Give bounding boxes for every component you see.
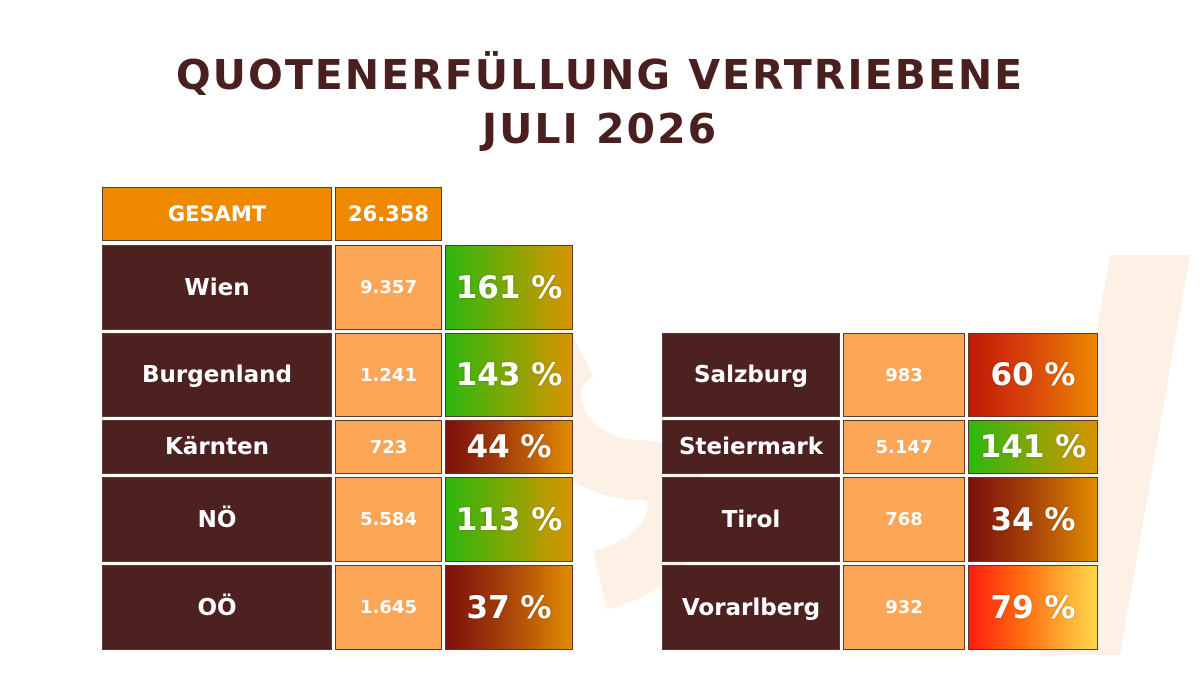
region-label-ooe: OÖ xyxy=(102,565,332,650)
region-label-burgenland: Burgenland xyxy=(102,333,332,417)
region-count-tirol: 768 xyxy=(843,477,965,562)
region-count-wien: 9.357 xyxy=(335,245,442,330)
title-line-2: JULI 2026 xyxy=(481,105,719,153)
region-count-salzburg: 983 xyxy=(843,333,965,417)
region-percent-tirol: 34 % xyxy=(968,477,1098,562)
region-label-tirol: Tirol xyxy=(662,477,840,562)
region-percent-noe: 113 % xyxy=(445,477,573,562)
region-label-kaernten: Kärnten xyxy=(102,420,332,474)
title-line-1: QUOTENERFÜLLUNG VERTRIEBENE xyxy=(175,51,1025,99)
region-label-wien: Wien xyxy=(102,245,332,330)
region-percent-vorarlberg: 79 % xyxy=(968,565,1098,650)
region-count-burgenland: 1.241 xyxy=(335,333,442,417)
page-title: QUOTENERFÜLLUNG VERTRIEBENE JULI 2026 xyxy=(0,48,1200,156)
region-label-steiermark: Steiermark xyxy=(662,420,840,474)
region-percent-ooe: 37 % xyxy=(445,565,573,650)
region-count-ooe: 1.645 xyxy=(335,565,442,650)
region-percent-wien: 161 % xyxy=(445,245,573,330)
region-count-vorarlberg: 932 xyxy=(843,565,965,650)
gesamt-label: GESAMT xyxy=(102,187,332,241)
region-count-kaernten: 723 xyxy=(335,420,442,474)
region-percent-steiermark: 141 % xyxy=(968,420,1098,474)
region-count-steiermark: 5.147 xyxy=(843,420,965,474)
region-label-noe: NÖ xyxy=(102,477,332,562)
region-percent-burgenland: 143 % xyxy=(445,333,573,417)
gesamt-value: 26.358 xyxy=(335,187,442,241)
region-percent-salzburg: 60 % xyxy=(968,333,1098,417)
region-percent-kaernten: 44 % xyxy=(445,420,573,474)
region-label-vorarlberg: Vorarlberg xyxy=(662,565,840,650)
region-count-noe: 5.584 xyxy=(335,477,442,562)
region-label-salzburg: Salzburg xyxy=(662,333,840,417)
